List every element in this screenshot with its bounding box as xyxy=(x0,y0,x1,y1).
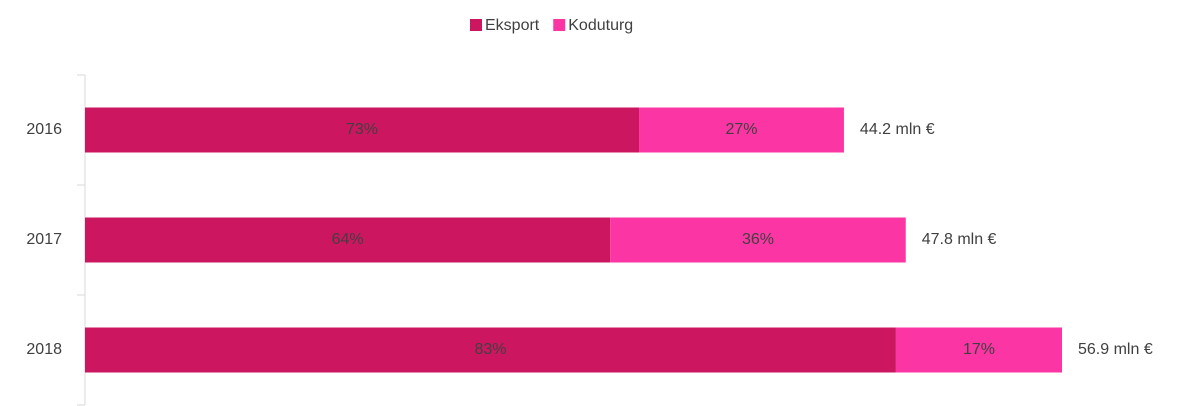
data-label: 73% xyxy=(346,121,378,138)
bar-segment xyxy=(895,327,1062,373)
bar-segment xyxy=(639,107,844,153)
data-label: 27% xyxy=(725,121,757,138)
legend-label: Eksport xyxy=(485,17,540,34)
bar-segment xyxy=(610,217,906,263)
legend-swatch xyxy=(470,19,482,31)
total-label: 47.8 mln € xyxy=(922,231,997,248)
bar-segment xyxy=(85,217,611,263)
total-label: 56.9 mln € xyxy=(1078,341,1153,358)
data-label: 17% xyxy=(963,341,995,358)
bar-segment xyxy=(85,327,896,373)
total-label: 44.2 mln € xyxy=(860,121,935,138)
y-tick-label: 2017 xyxy=(26,231,62,248)
bar-segment xyxy=(85,107,640,153)
legend-swatch xyxy=(553,19,566,31)
data-label: 36% xyxy=(742,231,774,248)
y-tick-label: 2018 xyxy=(26,341,62,358)
y-tick-label: 2016 xyxy=(26,121,62,138)
data-label: 64% xyxy=(332,231,364,248)
data-label: 83% xyxy=(474,341,506,358)
legend-label: Koduturg xyxy=(568,17,633,34)
